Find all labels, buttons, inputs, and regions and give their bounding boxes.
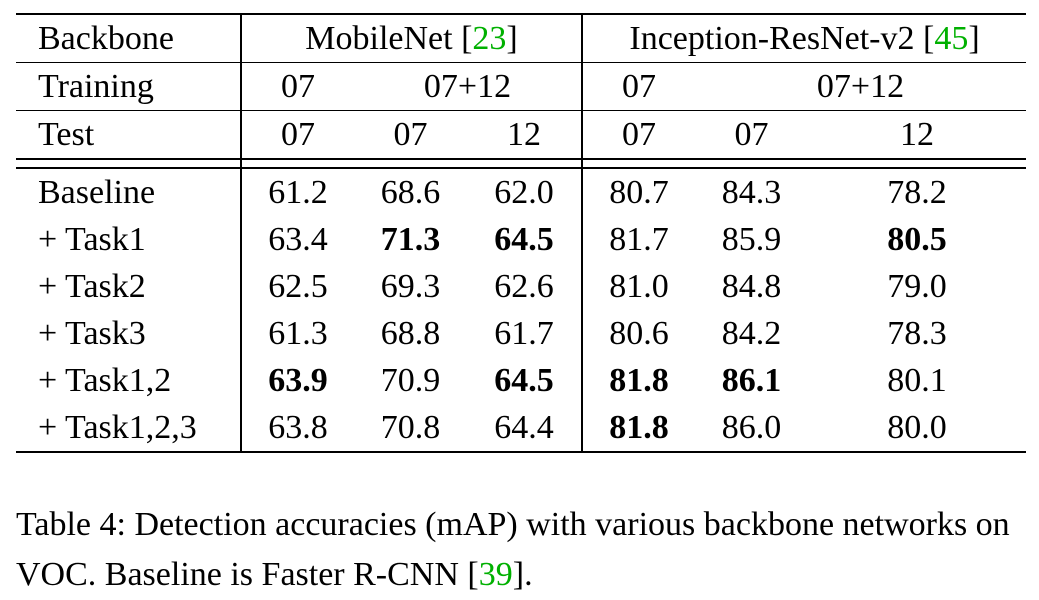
map-value-cell: 68.8 <box>380 314 441 352</box>
training-cell: 07+12 <box>354 62 583 111</box>
map-value-cell: 81.8 <box>581 357 696 404</box>
map-value-cell: 71.3 <box>380 220 441 258</box>
map-value-cell: 81.0 <box>581 263 696 310</box>
training-row: Training 07 07+12 07 07+12 <box>16 62 1027 111</box>
test-cell: 07 <box>240 110 354 160</box>
table-row: Baseline 61.2 68.6 62.0 80.7 84.3 78.2 <box>16 167 1027 216</box>
map-value-cell: 62.5 <box>240 263 354 310</box>
map-value-cell: 62.0 <box>467 167 583 216</box>
map-value-cell: 64.5 <box>494 361 554 399</box>
test-cell: 12 <box>467 110 583 160</box>
map-value-cell: 62.6 <box>494 267 554 305</box>
table-row: + Task1,2 63.9 70.9 64.5 81.8 86.1 80.1 <box>16 357 1026 404</box>
map-value-cell: 68.6 <box>354 167 467 216</box>
map-value-cell: 64.4 <box>467 404 583 453</box>
map-value-cell: 70.9 <box>380 361 441 399</box>
map-value-cell: 61.2 <box>240 167 354 216</box>
table-row: + Task3 61.3 68.8 61.7 80.6 84.2 78.3 <box>16 310 1026 357</box>
test-cell: 07 <box>581 110 696 160</box>
map-value-cell: 79.0 <box>887 267 947 305</box>
training-cell: 07+12 <box>695 62 1027 111</box>
table-row: + Task2 62.5 69.3 62.6 81.0 84.8 79.0 <box>16 263 1026 310</box>
backbone-row: Backbone MobileNet [23] Inception-ResNet… <box>16 13 1027 63</box>
caption-citation[interactable]: 39 <box>478 556 513 593</box>
test-cell: 12 <box>808 110 1027 160</box>
map-value-cell: 84.3 <box>695 167 809 216</box>
method-label: Baseline <box>16 167 241 216</box>
method-label: + Task1 <box>38 220 146 258</box>
method-label: + Task3 <box>38 314 146 352</box>
map-value-cell: 86.0 <box>695 404 809 453</box>
inception-citation[interactable]: 45 <box>934 19 969 57</box>
map-value-cell: 70.8 <box>354 404 467 453</box>
test-cell: 07 <box>354 110 467 160</box>
mobilenet-header: MobileNet [23] <box>239 13 583 63</box>
map-value-cell: 69.3 <box>380 267 441 305</box>
results-table-container: Backbone MobileNet [23] Inception-ResNet… <box>16 13 1027 453</box>
backbone-header: Backbone <box>16 13 241 63</box>
table-body: Baseline 61.2 68.6 62.0 80.7 84.3 78.2 + Task1 6… <box>16 167 1027 453</box>
map-value-cell: 80.7 <box>581 167 696 216</box>
table-caption: Table 4: Detection accuracies (mAP) with… <box>16 506 1010 593</box>
map-value-cell: 86.1 <box>721 361 782 399</box>
map-value-cell: 84.2 <box>721 314 782 352</box>
double-rule-gap <box>16 159 1026 168</box>
map-value-cell: 64.5 <box>494 220 554 258</box>
map-value-cell: 80.1 <box>887 361 947 399</box>
map-value-cell: 81.8 <box>581 404 696 453</box>
table-row: + Task1,2,3 63.8 70.8 64.4 81.8 86.0 80.0 <box>16 404 1027 453</box>
test-header: Test <box>16 110 241 160</box>
method-label: + Task2 <box>38 267 146 305</box>
map-value-cell: 85.9 <box>721 220 782 258</box>
map-value-cell: 80.6 <box>581 310 696 357</box>
map-value-cell: 63.4 <box>240 216 354 263</box>
training-cell: 07 <box>240 62 354 111</box>
map-value-cell: 81.7 <box>581 216 696 263</box>
map-value-cell: 78.3 <box>887 314 947 352</box>
map-value-cell: 78.2 <box>808 167 1027 216</box>
test-cell: 07 <box>695 110 809 160</box>
method-label: + Task1,2,3 <box>16 404 241 453</box>
map-value-cell: 61.3 <box>240 310 354 357</box>
map-value-cell: 84.8 <box>721 267 782 305</box>
map-value-cell: 80.0 <box>808 404 1027 453</box>
test-row: Test 07 07 12 07 07 12 <box>16 110 1027 160</box>
mobilenet-citation[interactable]: 23 <box>472 19 507 57</box>
results-table: Backbone MobileNet [23] Inception-ResNet… <box>16 13 1027 453</box>
map-value-cell: 61.7 <box>494 314 554 352</box>
map-value-cell: 63.8 <box>240 404 354 453</box>
training-header: Training <box>16 62 241 111</box>
map-value-cell: 63.9 <box>240 357 354 404</box>
method-label: + Task1,2 <box>38 361 172 399</box>
table-row: + Task1 63.4 71.3 64.5 81.7 85.9 80.5 <box>16 216 1026 263</box>
inception-header: Inception-ResNet-v2 [45] <box>581 13 1027 63</box>
training-cell: 07 <box>581 62 696 111</box>
map-value-cell: 80.5 <box>887 220 947 258</box>
